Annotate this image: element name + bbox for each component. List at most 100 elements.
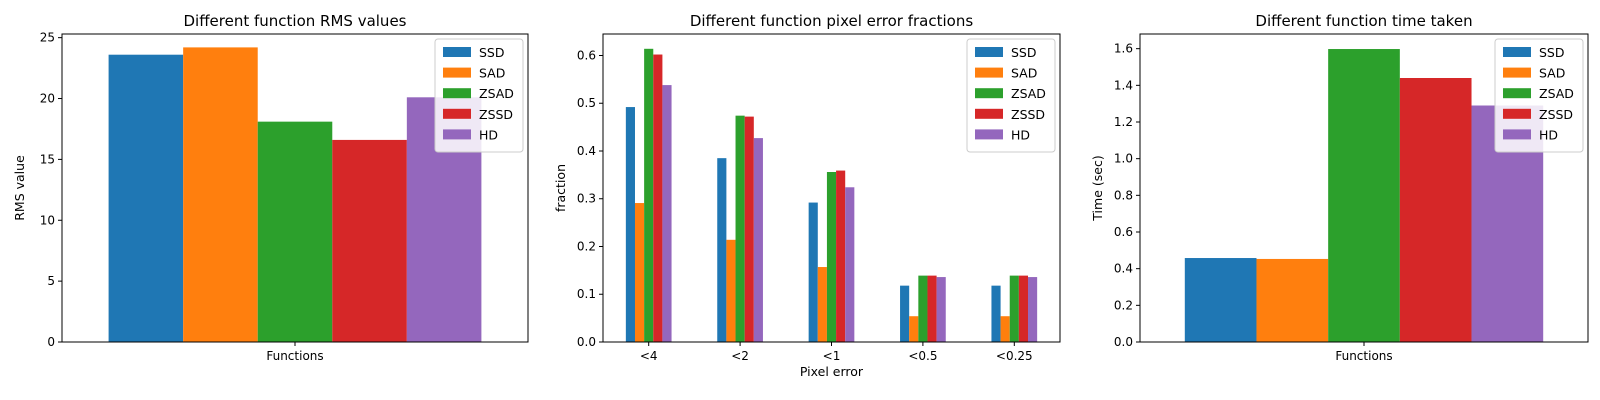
legend-swatch-zssd: [975, 108, 1003, 119]
y-tick-label: 1.6: [1114, 42, 1133, 56]
y-tick-label: 0.1: [577, 287, 596, 301]
y-tick-label: 0.3: [577, 192, 596, 206]
bar-ssd-1: [625, 107, 635, 342]
legend-box: [434, 38, 524, 153]
bar-ssd-1: [1184, 258, 1257, 342]
legend: SSD SAD ZSAD ZSSD HD: [434, 38, 524, 153]
bar-sad-4: [909, 316, 919, 342]
y-tick-label: 20: [40, 92, 55, 106]
y-tick-label: 0.2: [577, 239, 596, 253]
legend-swatch-sad: [975, 67, 1003, 78]
bar-sad-5: [1000, 316, 1010, 342]
y-tick-label: 15: [40, 152, 55, 166]
y-axis-label: fraction: [553, 164, 568, 212]
legend-label-hd: HD: [1539, 127, 1558, 142]
bar-sad-3: [817, 267, 827, 342]
legend-label-sad: SAD: [1539, 66, 1565, 81]
y-tick-label: 0.6: [1114, 225, 1133, 239]
bar-zsad-4: [918, 275, 928, 342]
y-tick-label: 0.6: [577, 48, 596, 62]
bar-zssd-1: [332, 139, 407, 342]
y-axis-label: Time (sec): [1090, 155, 1105, 221]
chart-panel-2: 0.0 0.1 0.2 0.3 0.4 0.5 0.6 <4 <2 <1 <0.5 <0.25 Diff…: [553, 12, 1061, 379]
legend: SSD SAD ZSAD ZSSD HD: [1494, 38, 1584, 153]
y-tick-label: 0.4: [577, 144, 596, 158]
legend-label-zssd: ZSSD: [1011, 107, 1045, 122]
bar-zssd-1: [653, 54, 663, 342]
y-tick-label: 0.8: [1114, 188, 1133, 202]
bar-sad-2: [726, 239, 736, 342]
y-tick-label: 10: [40, 213, 55, 227]
bar-zsad-5: [1009, 275, 1019, 342]
bar-zsad-1: [1328, 49, 1400, 342]
legend-label-zssd: ZSSD: [479, 107, 513, 122]
bar-sad-1: [634, 203, 645, 342]
bar-hd-1: [662, 85, 672, 342]
y-tick-label: 1.0: [1114, 152, 1133, 166]
bar-zssd-1: [1399, 78, 1472, 342]
bar-zssd-3: [836, 170, 846, 342]
legend-label-zssd: ZSSD: [1539, 107, 1573, 122]
legend-swatch-zssd: [443, 108, 471, 119]
legend-swatch-ssd: [443, 47, 471, 57]
bar-zssd-2: [744, 116, 754, 342]
x-tick-label: <4: [640, 349, 658, 363]
legend-swatch-ssd: [975, 47, 1003, 57]
chart-title: Different function time taken: [1255, 12, 1472, 30]
bar-zsad-1: [644, 48, 654, 343]
legend-box: [966, 38, 1056, 153]
y-tick-label: 0.0: [1114, 335, 1133, 349]
legend-label-zsad: ZSAD: [479, 86, 514, 101]
legend-label-ssd: SSD: [479, 45, 505, 60]
x-tick-label: <0.5: [908, 349, 937, 363]
x-tick-label: Functions: [1335, 349, 1392, 363]
legend-label-ssd: SSD: [1011, 45, 1037, 60]
y-tick-label: 1.2: [1114, 115, 1133, 129]
legend-swatch-hd: [975, 129, 1003, 140]
y-axis-label: RMS value: [12, 155, 27, 221]
bar-zsad-1: [257, 121, 333, 343]
x-tick-label: Functions: [266, 349, 323, 363]
y-tick-label: 0.4: [1114, 262, 1133, 276]
bar-hd-5: [1028, 277, 1038, 342]
y-tick-label: 0.5: [577, 96, 596, 110]
chart-title: Different function pixel error fractions: [690, 12, 974, 30]
x-tick-label: <0.25: [996, 349, 1033, 363]
bar-hd-2: [753, 138, 763, 342]
y-tick-label: 5: [47, 274, 55, 288]
bar-hd-3: [845, 187, 855, 342]
legend-swatch-ssd: [1503, 47, 1531, 57]
legend-swatch-hd: [443, 129, 471, 140]
legend-swatch-zsad: [975, 88, 1003, 99]
legend-label-sad: SAD: [1011, 66, 1037, 81]
legend-label-zsad: ZSAD: [1011, 86, 1046, 101]
chart-panel-3: 0.0 0.2 0.4 0.6 0.8 1.0 1.2 1.4 1.6 Functions Diff…: [1090, 12, 1589, 363]
x-tick-label: <1: [823, 349, 841, 363]
y-tick-label: 0: [47, 335, 55, 349]
bar-zsad-3: [826, 172, 837, 342]
bar-zssd-5: [1018, 275, 1029, 342]
legend-box: [1494, 38, 1584, 153]
legend-swatch-zsad: [1503, 88, 1531, 99]
legend-label-ssd: SSD: [1539, 45, 1565, 60]
bar-ssd-5: [991, 285, 1001, 342]
bar-ssd-4: [900, 285, 910, 342]
bar-ssd-1: [108, 54, 184, 342]
legend-label-hd: HD: [1011, 127, 1030, 142]
legend-swatch-sad: [443, 67, 471, 78]
y-tick-label: 0.0: [577, 335, 596, 349]
y-tick-label: 25: [40, 31, 55, 45]
bar-zsad-2: [735, 115, 745, 342]
bar-zssd-4: [927, 275, 937, 342]
chart-title: Different function RMS values: [184, 12, 407, 30]
chart-panel-1: 0 5 10 15 20 25 Functions Different function RM…: [12, 12, 529, 363]
legend-swatch-zsad: [443, 88, 471, 99]
bar-ssd-3: [808, 202, 818, 342]
x-axis-label: Pixel error: [800, 364, 864, 379]
legend-label-sad: SAD: [479, 66, 505, 81]
legend-swatch-sad: [1503, 67, 1531, 78]
y-tick-label: 0.2: [1114, 298, 1133, 312]
legend: SSD SAD ZSAD ZSSD HD: [966, 38, 1056, 153]
legend-swatch-hd: [1503, 129, 1531, 140]
